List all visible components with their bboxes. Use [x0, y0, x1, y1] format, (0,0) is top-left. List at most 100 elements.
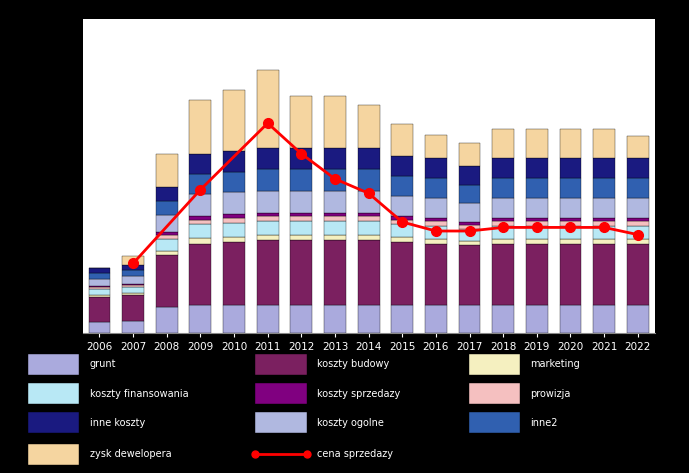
Bar [290, 235, 312, 240]
Bar [559, 226, 582, 239]
Bar [156, 232, 178, 236]
Bar [223, 223, 245, 236]
Bar [391, 124, 413, 156]
Bar [559, 305, 582, 333]
Bar [459, 185, 480, 203]
Bar [526, 221, 548, 226]
Bar [526, 198, 548, 218]
Bar [559, 178, 582, 198]
Bar [559, 198, 582, 218]
Bar [189, 244, 212, 305]
Text: zysk dewelopera: zysk dewelopera [90, 449, 171, 459]
Bar [122, 270, 144, 276]
Bar [290, 240, 312, 305]
Bar [627, 136, 648, 158]
Bar [391, 156, 413, 176]
Bar [425, 218, 447, 221]
Text: koszty budowy: koszty budowy [317, 359, 389, 369]
Bar [526, 239, 548, 244]
Bar [189, 100, 212, 154]
Bar [358, 221, 380, 235]
Bar [492, 305, 514, 333]
Bar [492, 218, 514, 221]
Bar [290, 148, 312, 169]
Bar [492, 129, 514, 158]
Bar [469, 412, 520, 433]
Bar [257, 216, 278, 221]
Bar [627, 158, 648, 178]
Bar [358, 105, 380, 148]
Bar [324, 212, 346, 216]
Bar [122, 285, 144, 287]
Bar [459, 222, 480, 225]
Bar [459, 229, 480, 241]
Bar [89, 273, 110, 279]
Bar [559, 244, 582, 305]
Bar [593, 178, 615, 198]
Bar [223, 193, 245, 214]
Bar [257, 235, 278, 240]
Bar [559, 158, 582, 178]
Bar [223, 242, 245, 305]
Bar [526, 244, 548, 305]
Bar [526, 305, 548, 333]
Bar [89, 286, 110, 287]
Bar [492, 244, 514, 305]
Text: koszty sprzedazy: koszty sprzedazy [317, 388, 400, 399]
Bar [223, 218, 245, 223]
Bar [391, 219, 413, 224]
Bar [189, 238, 212, 244]
Text: marketing: marketing [531, 359, 580, 369]
Bar [89, 297, 110, 322]
Bar [627, 178, 648, 198]
Bar [425, 198, 447, 218]
Bar [459, 305, 480, 333]
Bar [89, 322, 110, 333]
Bar [324, 235, 346, 240]
Text: cena sprzedazy: cena sprzedazy [317, 449, 393, 459]
Bar [223, 151, 245, 172]
Bar [627, 226, 648, 239]
Bar [469, 354, 520, 375]
Bar [492, 198, 514, 218]
Bar [89, 268, 110, 273]
Bar [324, 240, 346, 305]
Bar [89, 279, 110, 286]
Bar [255, 412, 307, 433]
Bar [290, 305, 312, 333]
Bar [324, 148, 346, 169]
Bar [257, 169, 278, 191]
Bar [627, 221, 648, 226]
Bar [28, 444, 79, 465]
Bar [492, 239, 514, 244]
Bar [257, 191, 278, 212]
Bar [324, 169, 346, 191]
Bar [627, 305, 648, 333]
Bar [358, 240, 380, 305]
Bar [122, 265, 144, 270]
Bar [459, 143, 480, 166]
Bar [459, 203, 480, 222]
Bar [122, 256, 144, 265]
Bar [459, 225, 480, 229]
Bar [290, 221, 312, 235]
Bar [559, 218, 582, 221]
Bar [425, 305, 447, 333]
Bar [627, 239, 648, 244]
Bar [189, 216, 212, 220]
Bar [593, 198, 615, 218]
Bar [122, 284, 144, 285]
Bar [391, 224, 413, 237]
Bar [290, 216, 312, 221]
Bar [223, 172, 245, 193]
Bar [492, 221, 514, 226]
Bar [425, 226, 447, 239]
Bar [459, 241, 480, 245]
Bar [223, 214, 245, 218]
Bar [358, 148, 380, 169]
Bar [627, 244, 648, 305]
Bar [425, 244, 447, 305]
Bar [358, 216, 380, 221]
Bar [156, 201, 178, 215]
Bar [89, 289, 110, 295]
